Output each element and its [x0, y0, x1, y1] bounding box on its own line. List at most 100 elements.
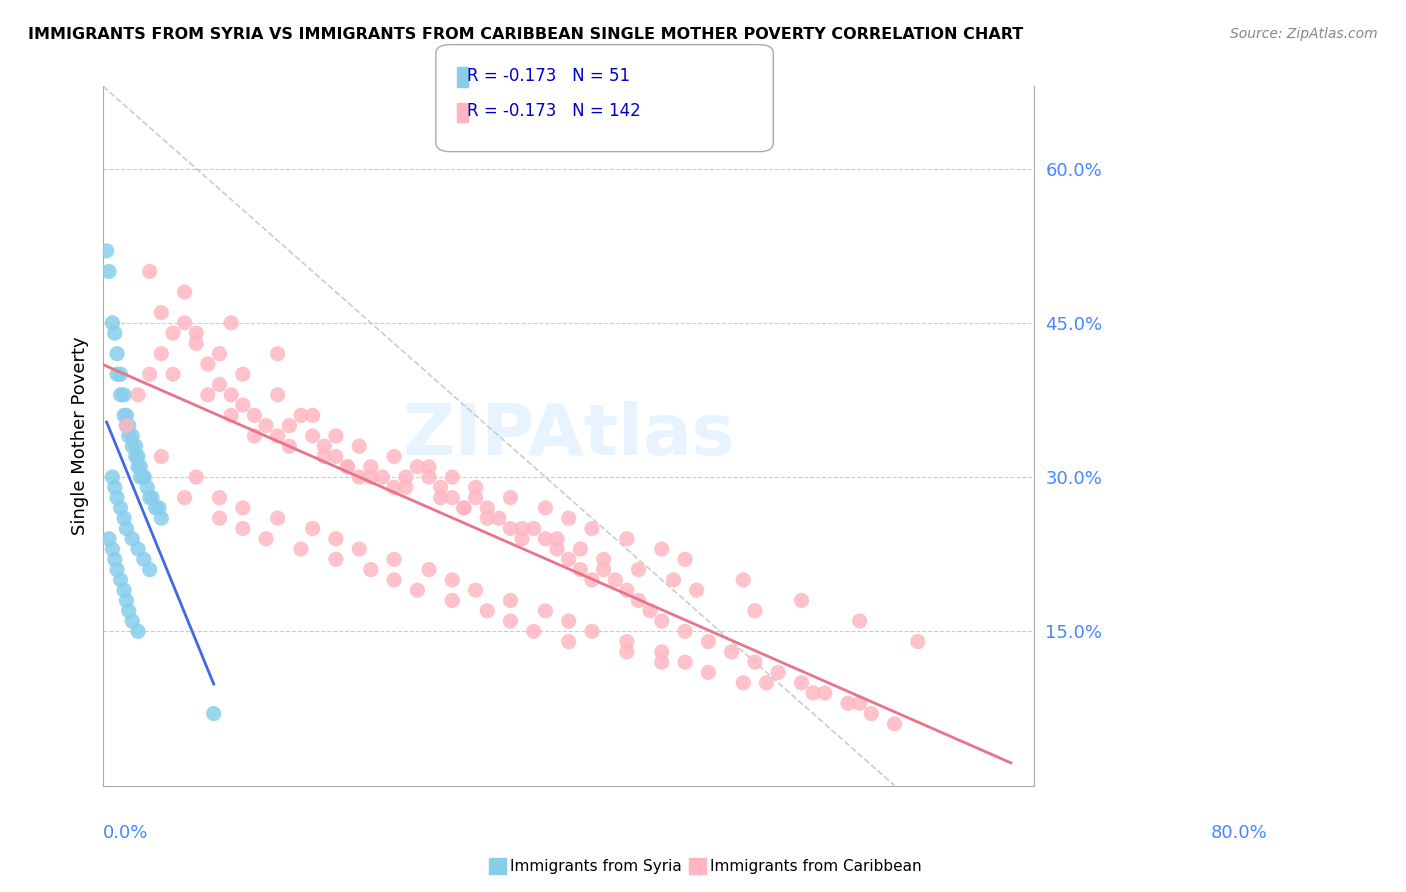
Point — [267, 429, 290, 443]
Point — [581, 521, 603, 535]
Text: Immigrants from Caribbean: Immigrants from Caribbean — [710, 859, 922, 873]
Point — [301, 429, 323, 443]
Point — [150, 347, 173, 361]
Point — [360, 459, 382, 474]
Point — [651, 645, 673, 659]
Point — [278, 439, 301, 453]
Point — [616, 645, 638, 659]
Point — [720, 645, 742, 659]
Point — [112, 583, 135, 598]
Point — [162, 326, 184, 340]
Point — [314, 439, 336, 453]
Point — [127, 459, 149, 474]
Point — [314, 450, 336, 464]
Point — [104, 326, 127, 340]
Point — [627, 563, 650, 577]
Point — [138, 368, 160, 382]
Point — [290, 542, 312, 557]
Point — [429, 480, 451, 494]
Point — [115, 418, 138, 433]
Point — [477, 500, 499, 515]
Point — [208, 511, 231, 525]
Point — [477, 604, 499, 618]
Point — [673, 624, 696, 639]
Point — [127, 388, 149, 402]
Point — [301, 409, 323, 423]
Point — [232, 398, 254, 412]
Point — [96, 244, 118, 258]
Point — [441, 470, 464, 484]
Point — [382, 552, 405, 566]
Point — [651, 655, 673, 669]
Point — [112, 388, 135, 402]
Point — [848, 614, 870, 628]
Point — [127, 624, 149, 639]
Point — [125, 450, 148, 464]
Point — [267, 347, 290, 361]
Point — [673, 552, 696, 566]
Point — [616, 583, 638, 598]
Point — [325, 450, 347, 464]
Point — [290, 409, 312, 423]
Point — [105, 491, 128, 505]
Text: 0.0%: 0.0% — [103, 824, 149, 842]
Point — [186, 336, 208, 351]
Text: IMMIGRANTS FROM SYRIA VS IMMIGRANTS FROM CARIBBEAN SINGLE MOTHER POVERTY CORRELA: IMMIGRANTS FROM SYRIA VS IMMIGRANTS FROM… — [28, 27, 1024, 42]
Point — [360, 563, 382, 577]
Point — [382, 573, 405, 587]
Point — [697, 665, 720, 680]
Point — [104, 480, 127, 494]
Point — [347, 439, 370, 453]
Point — [105, 563, 128, 577]
Point — [347, 542, 370, 557]
Point — [534, 604, 557, 618]
Text: R = -0.173   N = 51: R = -0.173 N = 51 — [467, 67, 630, 85]
Point — [138, 563, 160, 577]
Point — [267, 511, 290, 525]
Point — [118, 429, 141, 443]
Point — [766, 665, 789, 680]
Point — [141, 491, 163, 505]
Point — [197, 388, 219, 402]
Point — [278, 418, 301, 433]
Point — [129, 470, 152, 484]
Point — [110, 573, 132, 587]
Point — [138, 491, 160, 505]
Point — [883, 716, 905, 731]
Point — [219, 316, 242, 330]
Point — [733, 573, 755, 587]
Point — [744, 604, 766, 618]
Point — [523, 521, 546, 535]
Point — [110, 388, 132, 402]
Point — [510, 521, 533, 535]
Point — [477, 511, 499, 525]
Point — [254, 418, 277, 433]
Text: 80.0%: 80.0% — [1211, 824, 1267, 842]
Point — [453, 500, 475, 515]
Point — [686, 583, 709, 598]
Point — [673, 655, 696, 669]
Point — [325, 429, 347, 443]
Point — [406, 583, 429, 598]
Point — [557, 511, 579, 525]
Point — [371, 470, 394, 484]
Point — [499, 614, 522, 628]
Y-axis label: Single Mother Poverty: Single Mother Poverty — [72, 336, 89, 535]
Point — [453, 500, 475, 515]
Point — [110, 500, 132, 515]
Point — [138, 264, 160, 278]
Point — [441, 593, 464, 607]
Point — [534, 532, 557, 546]
Point — [325, 552, 347, 566]
Point — [733, 675, 755, 690]
Point — [627, 593, 650, 607]
Point — [115, 418, 138, 433]
Point — [243, 409, 266, 423]
Point — [121, 439, 143, 453]
Point — [360, 470, 382, 484]
Point — [581, 624, 603, 639]
Point — [406, 459, 429, 474]
Point — [744, 655, 766, 669]
Point — [395, 480, 418, 494]
Point — [132, 470, 155, 484]
